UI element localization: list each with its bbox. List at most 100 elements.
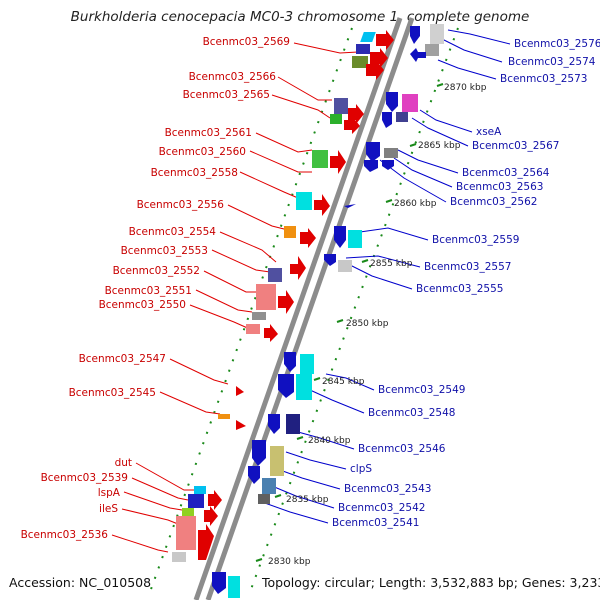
gene-label-right: Bcenmc03_2564 bbox=[462, 167, 550, 179]
gene-arrow[interactable] bbox=[364, 160, 378, 172]
gene-box[interactable] bbox=[334, 98, 348, 114]
gene-box[interactable] bbox=[256, 284, 276, 310]
gene-box[interactable] bbox=[402, 94, 418, 112]
kbp-tick-label: 2850 kbp bbox=[346, 319, 389, 329]
gene-box[interactable] bbox=[172, 552, 186, 562]
gene-box[interactable] bbox=[182, 508, 194, 516]
gene-arrow[interactable] bbox=[264, 324, 278, 342]
leader-line bbox=[271, 485, 335, 509]
leader-line bbox=[279, 469, 341, 490]
gene-box[interactable] bbox=[396, 112, 408, 122]
gene-box[interactable] bbox=[194, 486, 206, 494]
gene-arrow[interactable] bbox=[410, 26, 420, 44]
leader-line bbox=[325, 373, 375, 391]
leader-line bbox=[249, 150, 312, 173]
gene-arrow[interactable] bbox=[236, 420, 246, 430]
gene-label-right: Bcenmc03_2542 bbox=[338, 502, 425, 514]
gene-box[interactable] bbox=[425, 44, 439, 56]
gene-box[interactable] bbox=[286, 414, 300, 434]
gene-arrow[interactable] bbox=[236, 386, 244, 396]
gene-arrow[interactable] bbox=[386, 92, 398, 112]
gene-box[interactable] bbox=[312, 150, 328, 168]
leader-line bbox=[189, 304, 253, 331]
gene-box[interactable] bbox=[258, 494, 270, 504]
gene-box[interactable] bbox=[252, 312, 266, 320]
gene-arrow[interactable] bbox=[324, 254, 336, 266]
gene-arrow[interactable] bbox=[208, 490, 222, 510]
gene-box[interactable] bbox=[176, 516, 196, 550]
gene-arrow[interactable] bbox=[366, 142, 380, 162]
gene-arrow[interactable] bbox=[268, 414, 280, 434]
gene-box[interactable] bbox=[262, 478, 276, 494]
gene-box[interactable] bbox=[270, 446, 284, 476]
gene-label-right: Bcenmc03_2549 bbox=[378, 384, 465, 396]
gene-arrow[interactable] bbox=[212, 572, 226, 594]
kbp-tick-label: 2830 kbp bbox=[268, 557, 311, 567]
gene-arrow[interactable] bbox=[248, 466, 260, 484]
leader-lines-right bbox=[261, 29, 511, 524]
gene-label-left: Bcenmc03_2556 bbox=[137, 199, 225, 211]
gene-arrow[interactable] bbox=[344, 204, 356, 208]
gene-arrow[interactable] bbox=[344, 116, 360, 134]
gene-arrow[interactable] bbox=[252, 440, 266, 466]
leader-line bbox=[195, 289, 253, 313]
gene-box[interactable] bbox=[360, 32, 376, 42]
gene-box[interactable] bbox=[228, 576, 240, 598]
gene-box[interactable] bbox=[188, 494, 204, 508]
gene-arrow[interactable] bbox=[314, 194, 330, 216]
gene-arrow[interactable] bbox=[382, 112, 392, 128]
gene-arrow[interactable] bbox=[284, 352, 296, 372]
gene-box[interactable] bbox=[296, 374, 312, 400]
leader-line bbox=[131, 477, 189, 501]
gene-arrow[interactable] bbox=[330, 150, 346, 174]
right-label-group: Bcenmc03_2576 Bcenmc03_2574 Bcenmc03_2573x… bbox=[332, 38, 600, 529]
gene-arrow[interactable] bbox=[366, 60, 384, 80]
gene-arrow[interactable] bbox=[198, 524, 214, 560]
gene-arrow[interactable] bbox=[278, 290, 294, 314]
gene-box[interactable] bbox=[300, 354, 314, 374]
gene-arrow[interactable] bbox=[376, 30, 394, 50]
leader-line bbox=[135, 462, 194, 491]
gene-box[interactable] bbox=[352, 56, 368, 68]
gene-arrow[interactable] bbox=[300, 228, 316, 248]
gene-arrow[interactable] bbox=[334, 226, 346, 248]
leader-line bbox=[437, 59, 497, 80]
gene-box[interactable] bbox=[246, 324, 260, 334]
leader-line bbox=[121, 508, 179, 525]
leader-line bbox=[219, 231, 277, 263]
gene-arrow[interactable] bbox=[278, 374, 294, 398]
gene-arrow[interactable] bbox=[204, 506, 218, 526]
leader-line bbox=[309, 389, 365, 414]
gene-label-right: Bcenmc03_2573 bbox=[500, 73, 587, 85]
gene-box[interactable] bbox=[284, 226, 296, 238]
kbp-label-group: 2870 kbp 2865 kbp 2860 kbp 2855 kbp 2850 kbp… bbox=[268, 83, 487, 567]
gene-arrow[interactable] bbox=[370, 48, 388, 68]
gene-label-left: Bcenmc03_2545 bbox=[69, 387, 156, 399]
gene-box[interactable] bbox=[430, 24, 444, 44]
tick-mark bbox=[385, 199, 393, 203]
gene-box[interactable] bbox=[338, 260, 352, 272]
gene-arrow[interactable] bbox=[410, 48, 426, 62]
gene-arrow[interactable] bbox=[290, 256, 306, 280]
leader-line bbox=[439, 37, 503, 63]
gene-label-left: lspA bbox=[98, 487, 121, 499]
gene-box[interactable] bbox=[218, 414, 230, 419]
gene-box[interactable] bbox=[384, 148, 398, 158]
gene-arrow[interactable] bbox=[382, 160, 394, 170]
kbp-tick-label: 2835 kbp bbox=[286, 495, 329, 505]
gene-box[interactable] bbox=[348, 230, 362, 248]
leader-line bbox=[261, 501, 329, 524]
tick-mark bbox=[409, 143, 417, 147]
gene-box[interactable] bbox=[268, 268, 282, 282]
leader-line bbox=[111, 534, 169, 553]
leader-line bbox=[239, 171, 299, 199]
gene-box[interactable] bbox=[356, 44, 370, 54]
tick-mark bbox=[313, 377, 321, 381]
gene-label-right: Bcenmc03_2559 bbox=[432, 234, 519, 246]
gene-label-right: Bcenmc03_2555 bbox=[416, 283, 503, 295]
gene-box[interactable] bbox=[330, 114, 342, 124]
leader-line bbox=[347, 263, 413, 290]
gene-box[interactable] bbox=[296, 192, 312, 210]
tick-mark bbox=[361, 259, 369, 263]
